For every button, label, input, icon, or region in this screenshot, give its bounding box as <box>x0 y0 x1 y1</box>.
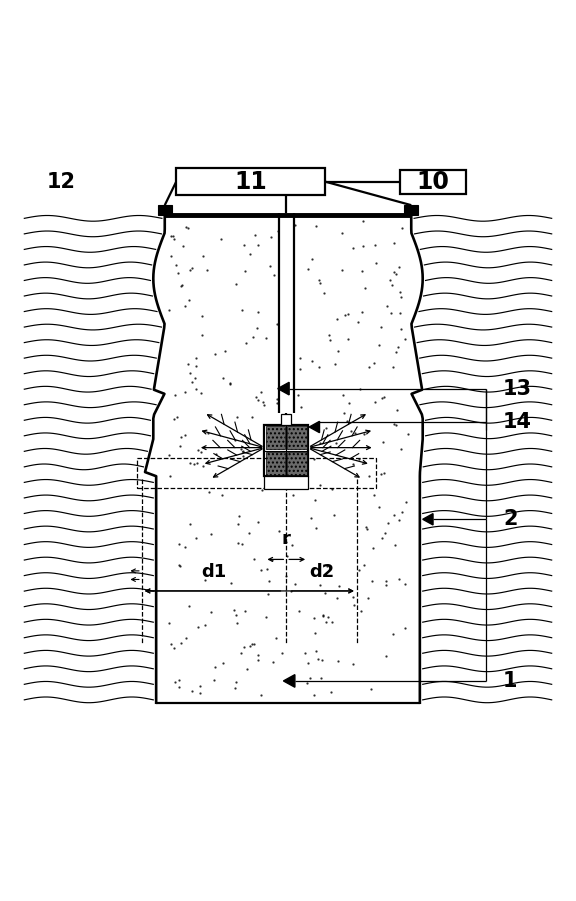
Text: 1: 1 <box>503 671 517 691</box>
Bar <box>400 169 466 194</box>
Bar <box>176 168 325 196</box>
Bar <box>266 426 285 450</box>
Text: r: r <box>282 530 291 548</box>
Text: d2: d2 <box>309 562 334 580</box>
Polygon shape <box>283 675 295 687</box>
Polygon shape <box>278 382 289 395</box>
Bar <box>264 477 308 489</box>
Polygon shape <box>309 422 320 432</box>
Polygon shape <box>423 514 433 525</box>
Bar <box>137 458 376 487</box>
Bar <box>266 451 285 475</box>
Text: 10: 10 <box>416 169 449 194</box>
Bar <box>158 205 172 215</box>
Bar <box>287 426 307 450</box>
Bar <box>404 205 418 215</box>
Bar <box>281 414 291 424</box>
Bar <box>264 424 308 477</box>
Text: 2: 2 <box>503 509 517 529</box>
Text: 11: 11 <box>234 169 267 194</box>
Text: 12: 12 <box>47 172 76 192</box>
Text: 14: 14 <box>503 413 532 432</box>
Bar <box>279 213 294 414</box>
Bar <box>287 451 307 475</box>
Text: d1: d1 <box>202 562 227 580</box>
Text: 13: 13 <box>503 378 532 398</box>
